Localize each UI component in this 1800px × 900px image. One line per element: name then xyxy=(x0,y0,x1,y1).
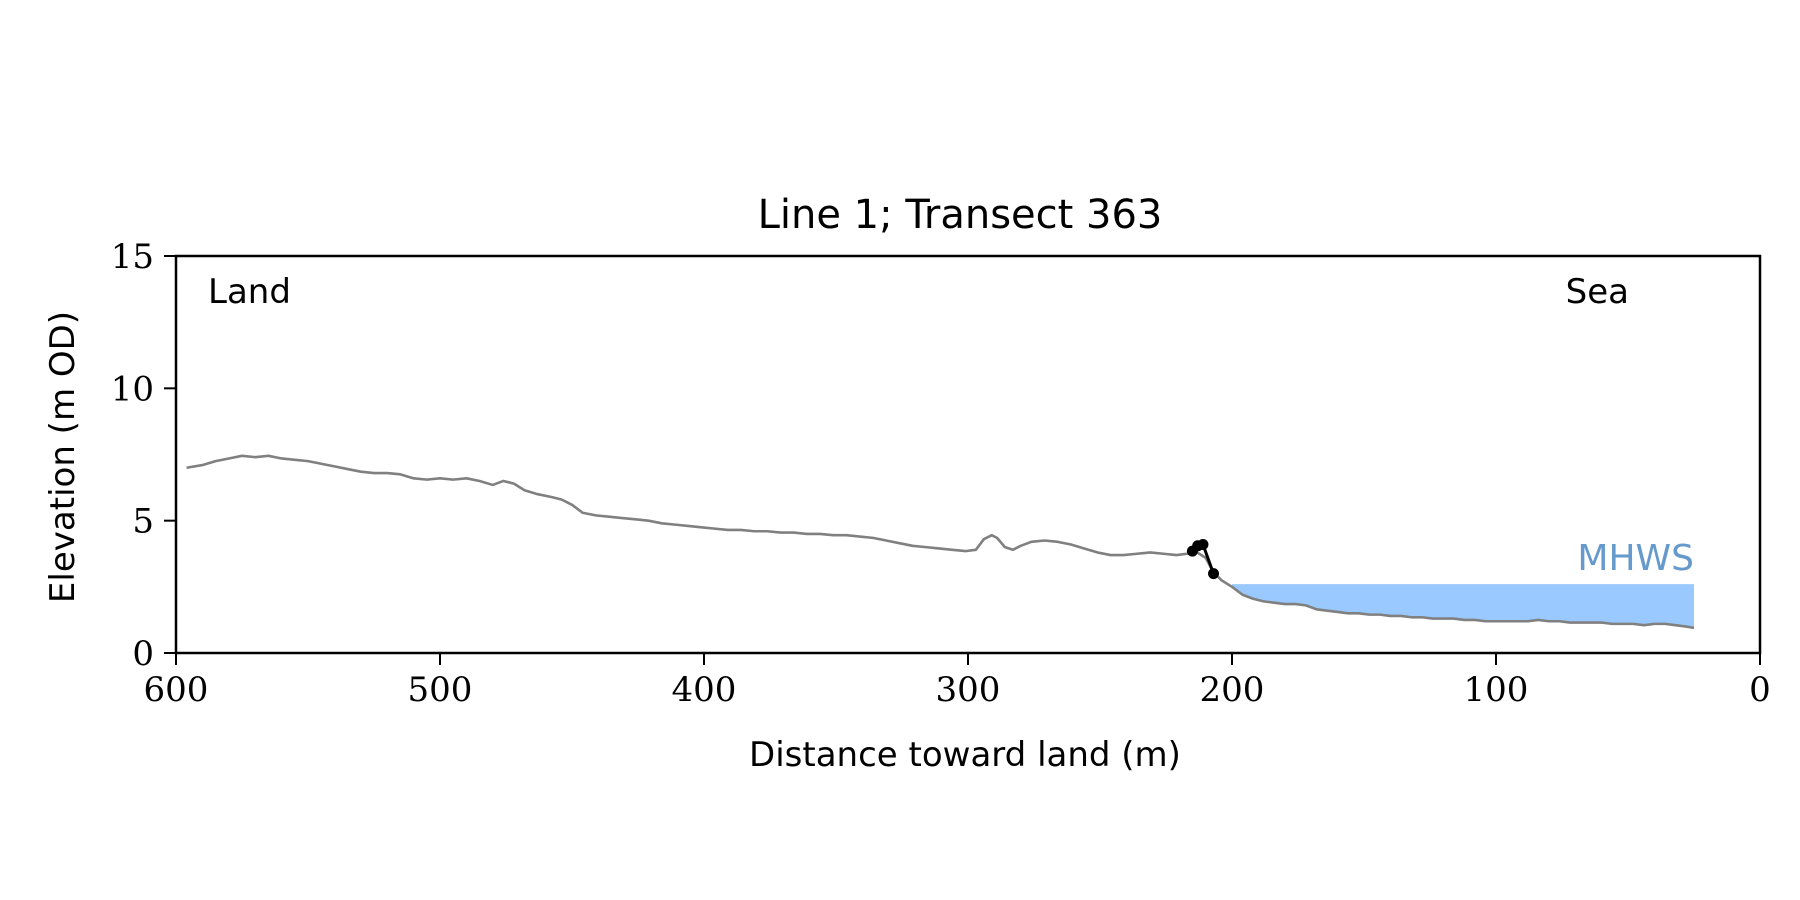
x-tick-label: 400 xyxy=(672,670,737,710)
axes: 600 500 400 300 200 100 0 0 5 10 15 xyxy=(111,237,1771,710)
cliff-point xyxy=(1197,538,1209,550)
mhws-label: MHWS xyxy=(1577,538,1694,579)
y-tick-label: 0 xyxy=(132,634,154,674)
x-tick-label: 300 xyxy=(936,670,1001,710)
y-tick-label: 10 xyxy=(111,369,154,409)
x-tick-label: 600 xyxy=(144,670,209,710)
land-label: Land xyxy=(208,272,291,312)
chart-title: Line 1; Transect 363 xyxy=(758,192,1163,238)
y-tick-label: 5 xyxy=(132,502,154,542)
x-axis-label: Distance toward land (m) xyxy=(749,735,1181,775)
x-tick-label: 200 xyxy=(1200,670,1265,710)
profile-line xyxy=(186,454,1695,630)
y-axis-label: Elevation (m OD) xyxy=(43,311,83,603)
cliff-point xyxy=(1208,568,1220,580)
sea-label: Sea xyxy=(1566,272,1629,312)
x-tick-label: 100 xyxy=(1464,670,1529,710)
mhws-area xyxy=(1232,584,1694,628)
y-tick-label: 15 xyxy=(111,237,154,277)
x-tick-label: 0 xyxy=(1749,670,1771,710)
x-tick-label: 500 xyxy=(408,670,473,710)
plot-area: MHWS xyxy=(186,454,1695,630)
